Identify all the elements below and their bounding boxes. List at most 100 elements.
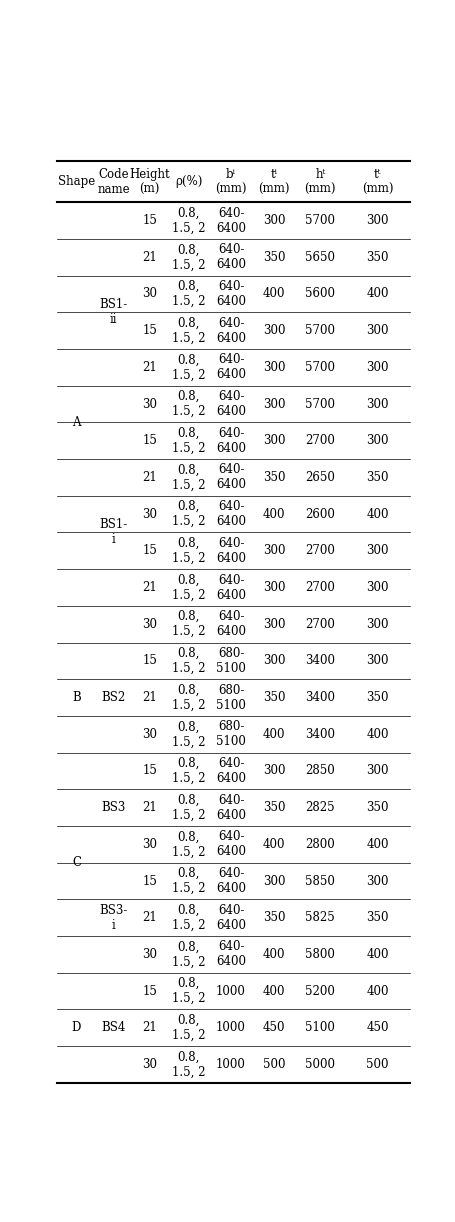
Text: 640-
6400: 640- 6400 (216, 426, 246, 455)
Text: 21: 21 (142, 360, 157, 374)
Text: 350: 350 (366, 470, 388, 484)
Text: 450: 450 (263, 1022, 285, 1034)
Text: 400: 400 (366, 507, 388, 521)
Text: 300: 300 (263, 765, 285, 777)
Text: Height
(m): Height (m) (129, 167, 170, 196)
Text: BS2: BS2 (101, 692, 126, 704)
Text: BS4: BS4 (101, 1022, 126, 1034)
Text: 0.8,
1.5, 2: 0.8, 1.5, 2 (172, 390, 205, 418)
Text: 30: 30 (142, 287, 157, 301)
Text: 400: 400 (366, 287, 388, 301)
Text: 300: 300 (366, 324, 388, 337)
Text: BS1-
ii: BS1- ii (99, 298, 127, 326)
Text: 640-
6400: 640- 6400 (216, 756, 246, 785)
Text: 300: 300 (366, 617, 388, 631)
Text: 400: 400 (366, 948, 388, 960)
Text: 0.8,
1.5, 2: 0.8, 1.5, 2 (172, 793, 205, 821)
Text: 640-
6400: 640- 6400 (216, 868, 246, 895)
Text: 300: 300 (263, 875, 285, 887)
Text: 640-
6400: 640- 6400 (216, 904, 246, 931)
Text: 0.8,
1.5, 2: 0.8, 1.5, 2 (172, 463, 205, 491)
Text: 640-
6400: 640- 6400 (216, 573, 246, 601)
Text: 5825: 5825 (305, 912, 334, 924)
Text: Code
name: Code name (97, 167, 130, 196)
Text: 0.8,
1.5, 2: 0.8, 1.5, 2 (172, 904, 205, 931)
Text: 21: 21 (142, 470, 157, 484)
Text: 300: 300 (263, 434, 285, 447)
Text: 15: 15 (142, 214, 157, 227)
Text: 400: 400 (263, 507, 285, 521)
Text: 300: 300 (366, 397, 388, 411)
Text: 5600: 5600 (304, 287, 334, 301)
Text: 0.8,
1.5, 2: 0.8, 1.5, 2 (172, 426, 205, 455)
Text: 640-
6400: 640- 6400 (216, 941, 246, 969)
Text: 300: 300 (366, 875, 388, 887)
Text: 2800: 2800 (305, 838, 334, 851)
Text: 0.8,
1.5, 2: 0.8, 1.5, 2 (172, 683, 205, 711)
Text: 400: 400 (263, 287, 285, 301)
Text: 300: 300 (366, 434, 388, 447)
Text: 5100: 5100 (305, 1022, 334, 1034)
Text: 400: 400 (366, 985, 388, 997)
Text: 0.8,
1.5, 2: 0.8, 1.5, 2 (172, 243, 205, 271)
Text: 5650: 5650 (304, 251, 334, 264)
Text: 1000: 1000 (216, 1058, 245, 1070)
Text: hᵗ
(mm): hᵗ (mm) (304, 167, 335, 196)
Text: 0.8,
1.5, 2: 0.8, 1.5, 2 (172, 868, 205, 895)
Text: 300: 300 (263, 397, 285, 411)
Text: 400: 400 (263, 948, 285, 960)
Text: 400: 400 (366, 728, 388, 741)
Text: 680-
5100: 680- 5100 (216, 720, 245, 748)
Text: 2650: 2650 (305, 470, 334, 484)
Text: 350: 350 (263, 802, 285, 814)
Text: 300: 300 (263, 544, 285, 557)
Text: 0.8,
1.5, 2: 0.8, 1.5, 2 (172, 353, 205, 381)
Text: tᵗ
(mm): tᵗ (mm) (361, 167, 393, 196)
Text: 350: 350 (263, 692, 285, 704)
Text: 640-
6400: 640- 6400 (216, 536, 246, 565)
Text: 30: 30 (142, 838, 157, 851)
Text: 15: 15 (142, 875, 157, 887)
Text: 300: 300 (263, 617, 285, 631)
Text: 400: 400 (263, 985, 285, 997)
Text: 2850: 2850 (305, 765, 334, 777)
Text: 5000: 5000 (304, 1058, 334, 1070)
Text: 350: 350 (263, 912, 285, 924)
Text: 300: 300 (263, 580, 285, 594)
Text: 0.8,
1.5, 2: 0.8, 1.5, 2 (172, 280, 205, 308)
Text: D: D (71, 1022, 81, 1034)
Text: 21: 21 (142, 912, 157, 924)
Text: 30: 30 (142, 617, 157, 631)
Text: 680-
5100: 680- 5100 (216, 683, 245, 711)
Text: 640-
6400: 640- 6400 (216, 243, 246, 271)
Text: 500: 500 (263, 1058, 285, 1070)
Text: BS3: BS3 (101, 802, 126, 814)
Text: 350: 350 (263, 251, 285, 264)
Text: 640-
6400: 640- 6400 (216, 500, 246, 528)
Text: 1000: 1000 (216, 985, 245, 997)
Text: A: A (72, 415, 81, 429)
Text: tⁱ
(mm): tⁱ (mm) (258, 167, 289, 196)
Text: 3400: 3400 (304, 728, 334, 741)
Text: 400: 400 (366, 838, 388, 851)
Text: 350: 350 (366, 692, 388, 704)
Text: 300: 300 (263, 324, 285, 337)
Text: Shape: Shape (58, 175, 95, 188)
Text: 300: 300 (366, 580, 388, 594)
Text: 2825: 2825 (305, 802, 334, 814)
Text: 21: 21 (142, 1022, 157, 1034)
Text: 300: 300 (366, 214, 388, 227)
Text: 0.8,
1.5, 2: 0.8, 1.5, 2 (172, 720, 205, 748)
Text: 30: 30 (142, 728, 157, 741)
Text: 30: 30 (142, 397, 157, 411)
Text: 300: 300 (263, 214, 285, 227)
Text: BS1-
i: BS1- i (99, 518, 127, 546)
Text: 0.8,
1.5, 2: 0.8, 1.5, 2 (172, 536, 205, 565)
Text: 15: 15 (142, 434, 157, 447)
Text: 640-
6400: 640- 6400 (216, 353, 246, 381)
Text: 2600: 2600 (305, 507, 334, 521)
Text: 300: 300 (263, 360, 285, 374)
Text: 640-
6400: 640- 6400 (216, 316, 246, 345)
Text: 640-
6400: 640- 6400 (216, 280, 246, 308)
Text: 5700: 5700 (304, 360, 334, 374)
